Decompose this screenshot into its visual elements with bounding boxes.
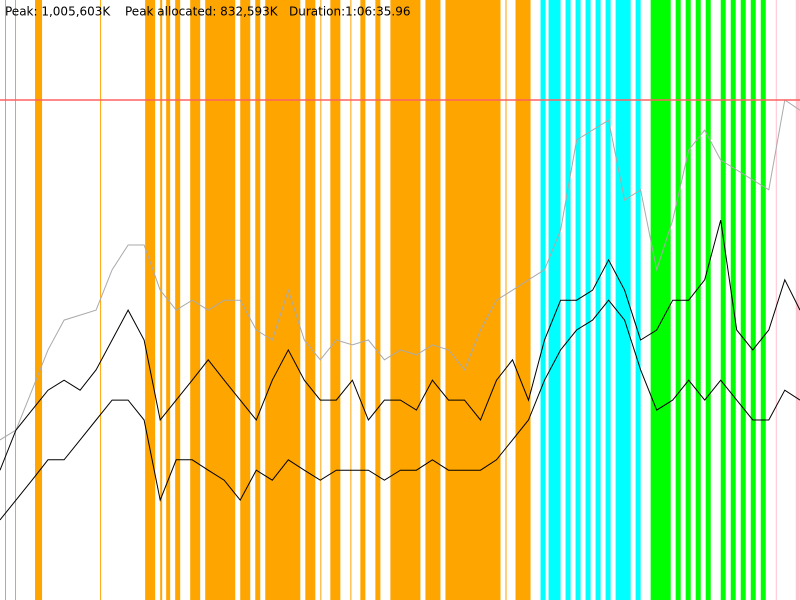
event-band (190, 0, 201, 600)
event-band (305, 0, 316, 600)
event-band (350, 0, 352, 600)
event-band (5, 0, 7, 600)
event-band (360, 0, 366, 600)
event-band (615, 0, 631, 600)
event-band (375, 0, 381, 600)
header-stat: Duration:1:06:35.96 (289, 5, 411, 19)
memory-line (0, 219, 800, 471)
header-stat: Peak allocated: 832,593K (125, 5, 279, 19)
event-band (595, 0, 601, 600)
header-stat: Peak: 1,005,603K (5, 5, 111, 19)
event-band (15, 0, 17, 600)
event-band (705, 0, 711, 600)
event-band (255, 0, 261, 600)
event-band (320, 0, 322, 600)
event-band (240, 0, 251, 600)
memory-line (0, 299, 800, 521)
event-band (750, 0, 756, 600)
event-band (585, 0, 591, 600)
event-band (145, 0, 156, 600)
event-band (445, 0, 501, 600)
event-band (740, 0, 746, 600)
event-band (540, 0, 546, 600)
event-band (795, 0, 800, 600)
event-band (265, 0, 301, 600)
memory-line (0, 99, 800, 441)
event-band (175, 0, 181, 600)
event-band (425, 0, 441, 600)
event-band (35, 0, 43, 600)
event-band (730, 0, 736, 600)
event-band (775, 0, 777, 600)
event-band (160, 0, 163, 600)
event-band (650, 0, 671, 600)
event-band (635, 0, 641, 600)
event-band (390, 0, 421, 600)
event-band (548, 0, 561, 600)
event-band (505, 0, 507, 600)
event-band (695, 0, 701, 600)
event-band (760, 0, 766, 600)
event-band (605, 0, 611, 600)
event-band (515, 0, 531, 600)
event-band (720, 0, 726, 600)
event-band (575, 0, 581, 600)
event-band (330, 0, 341, 600)
